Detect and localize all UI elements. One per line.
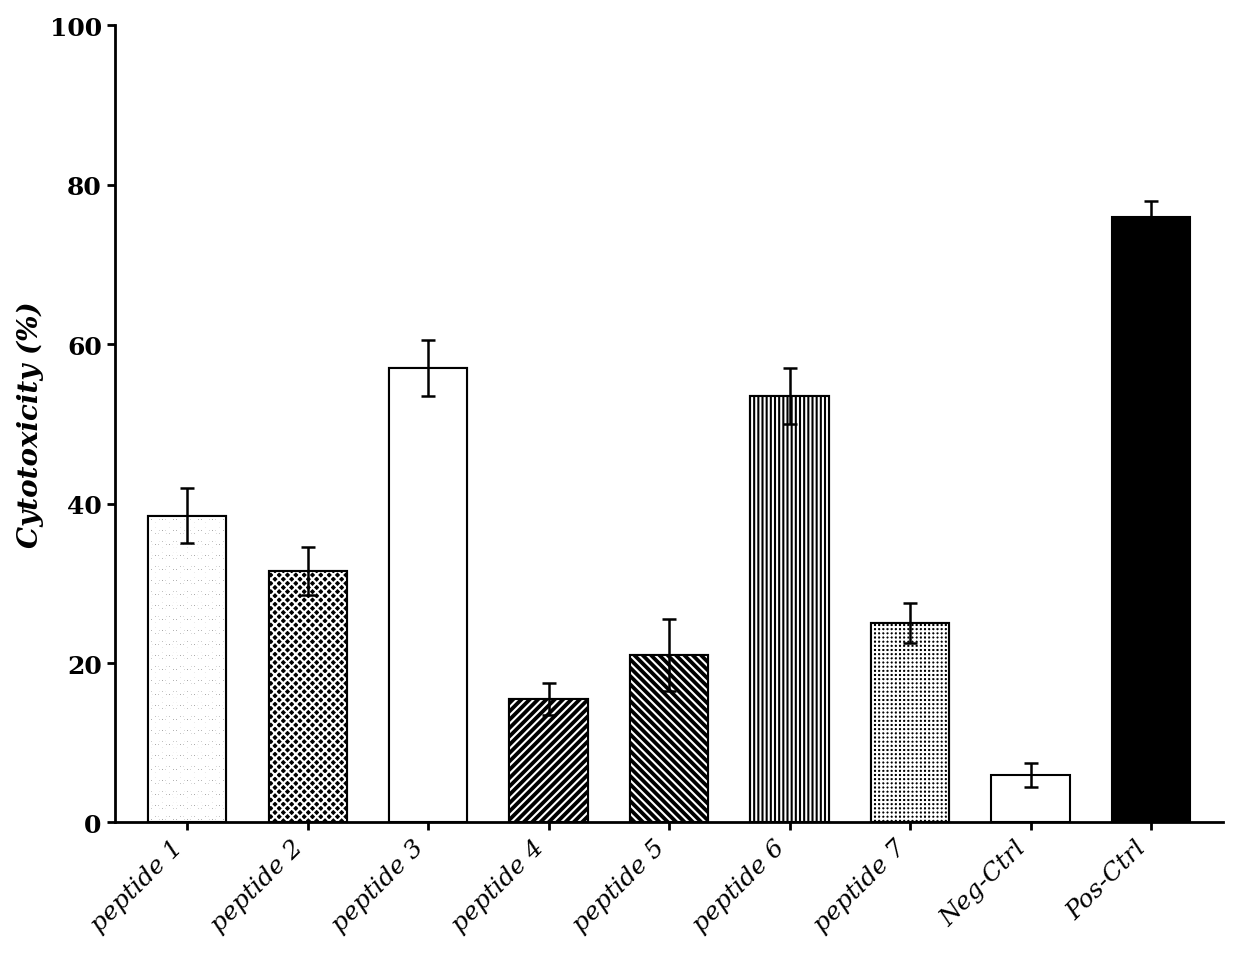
Bar xyxy=(1112,217,1190,822)
Bar xyxy=(992,775,1070,822)
Bar xyxy=(870,623,950,822)
Bar xyxy=(870,623,950,822)
Bar xyxy=(630,656,708,822)
Bar xyxy=(269,572,347,822)
Bar xyxy=(148,516,227,822)
Bar xyxy=(630,656,708,822)
Bar xyxy=(510,700,588,822)
Bar xyxy=(389,369,467,822)
Bar xyxy=(148,516,227,822)
Bar xyxy=(750,396,828,822)
Bar xyxy=(510,700,588,822)
Bar xyxy=(510,700,588,822)
Bar xyxy=(269,572,347,822)
Y-axis label: Cytotoxicity (%): Cytotoxicity (%) xyxy=(16,301,45,548)
Bar xyxy=(870,623,950,822)
Bar xyxy=(148,516,227,822)
Bar xyxy=(630,656,708,822)
Bar xyxy=(750,396,828,822)
Bar xyxy=(389,369,467,822)
Bar xyxy=(750,396,828,822)
Bar xyxy=(269,572,347,822)
Bar xyxy=(389,369,467,822)
